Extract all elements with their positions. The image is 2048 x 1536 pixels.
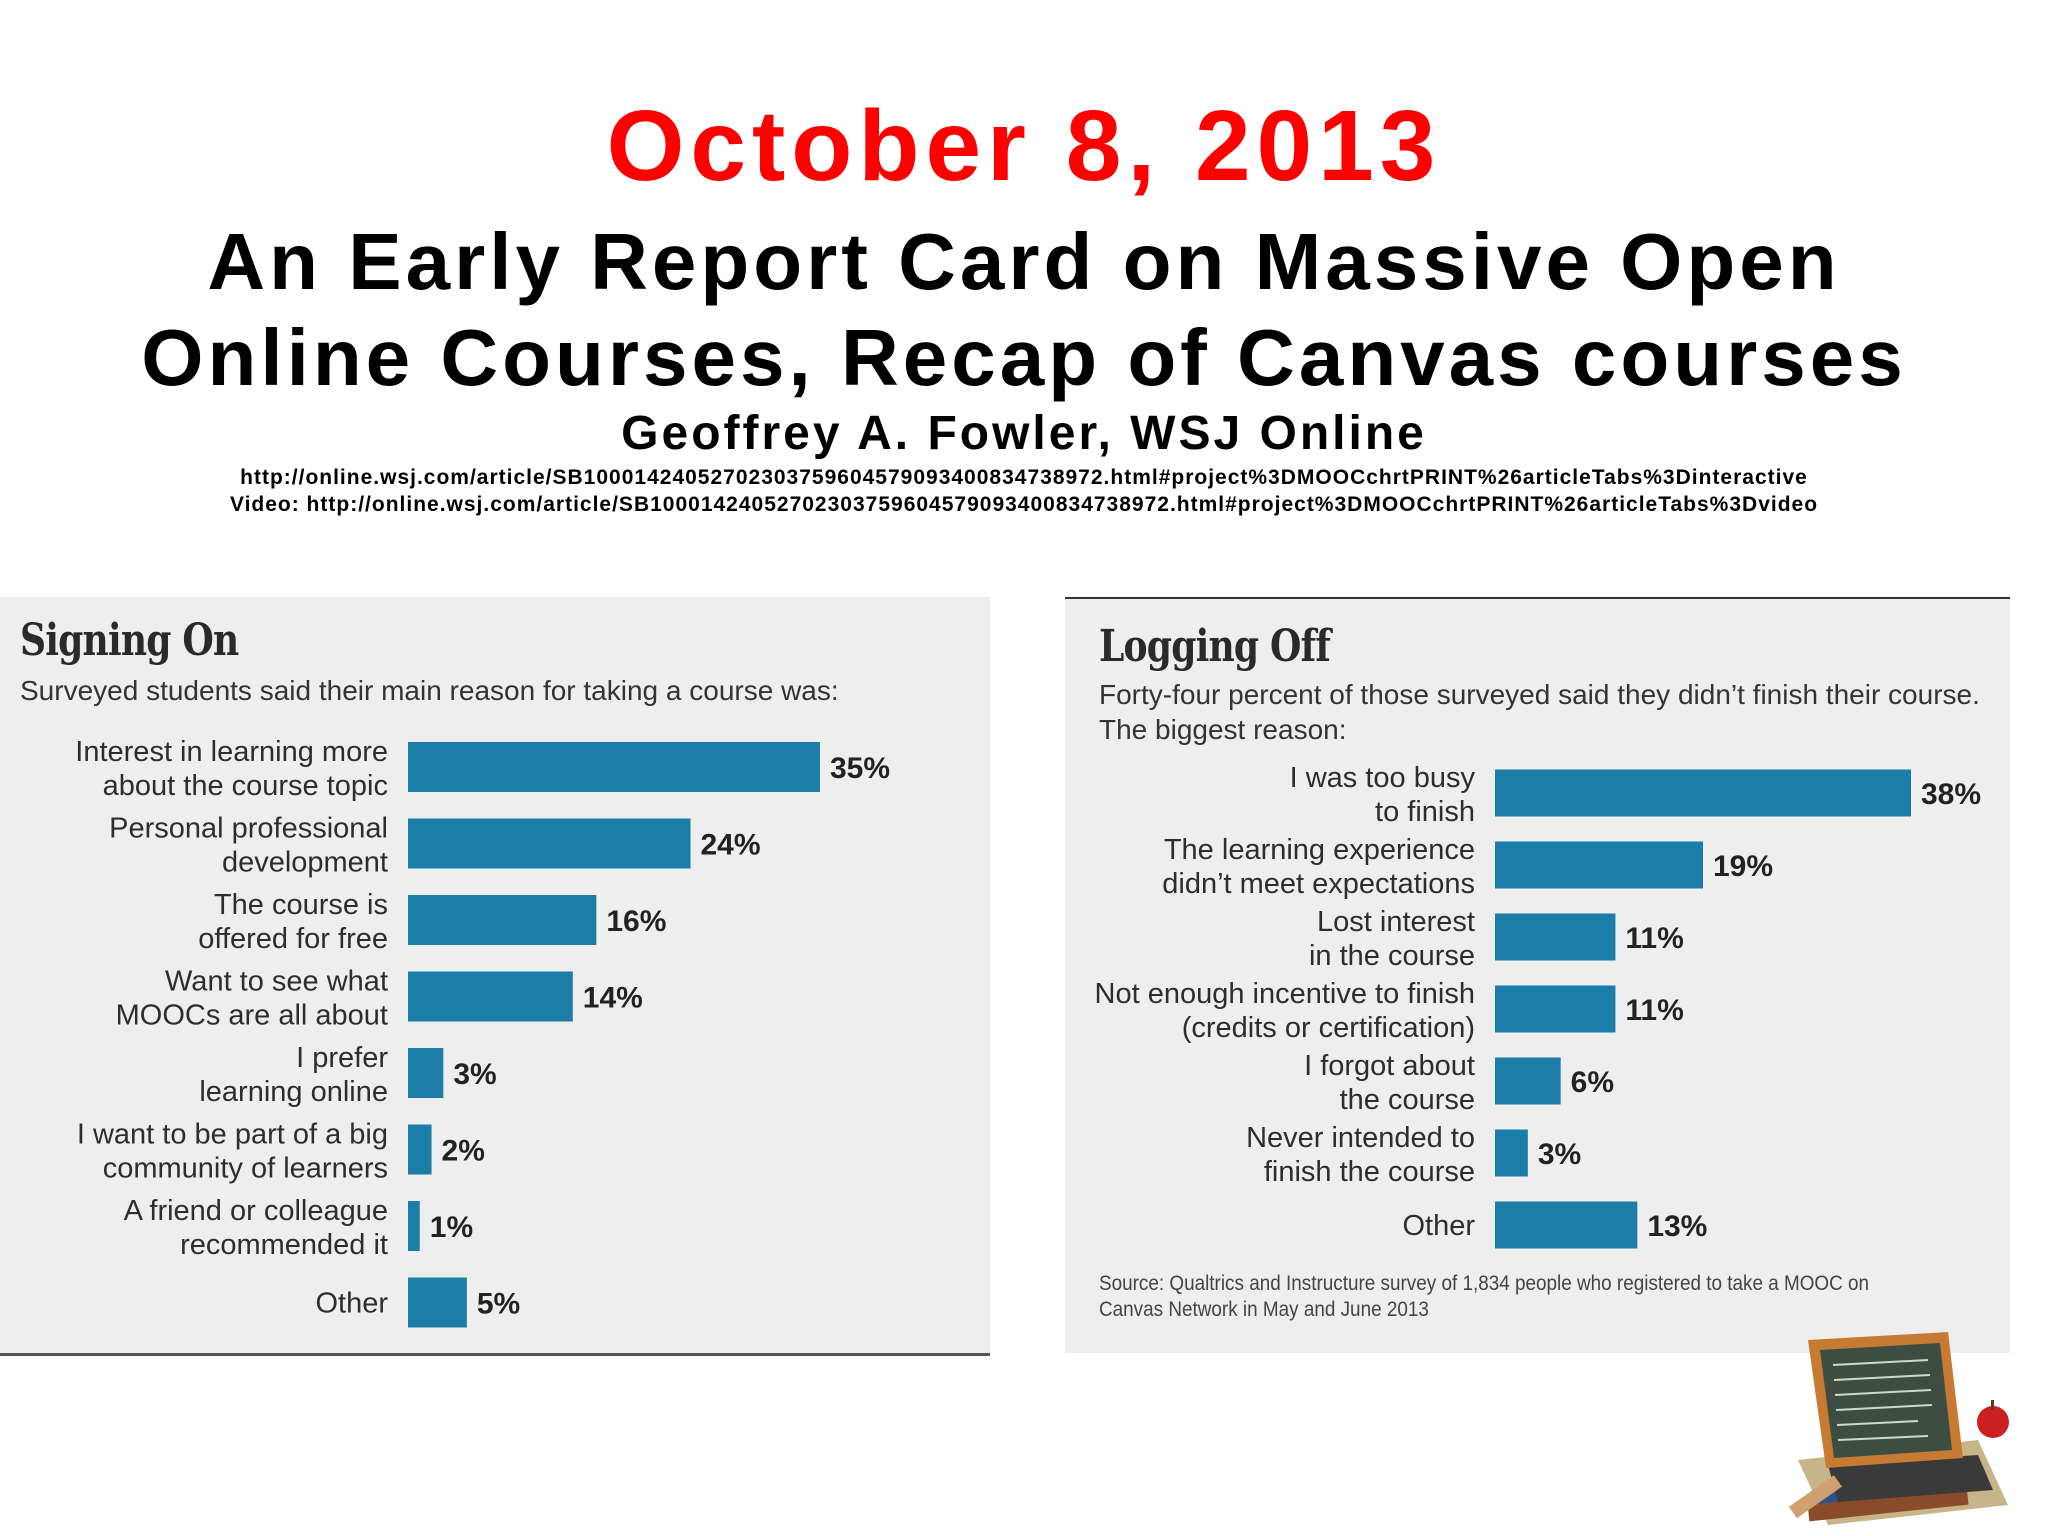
value-label: 3% xyxy=(453,1058,496,1091)
value-label: 2% xyxy=(442,1135,485,1168)
bar xyxy=(408,818,691,869)
laptop-books-clipart-icon xyxy=(1788,1332,2009,1525)
category-label: Other xyxy=(315,1288,388,1320)
bar xyxy=(408,742,820,792)
chart-subtitle: Surveyed students said their main reason… xyxy=(20,675,839,706)
category-label: I forgot about xyxy=(1304,1050,1475,1082)
bar xyxy=(408,895,597,945)
category-label: The learning experience xyxy=(1164,834,1475,866)
category-label: the course xyxy=(1340,1084,1475,1116)
bar xyxy=(408,971,573,1022)
chart-title: Signing On xyxy=(20,615,239,666)
bar xyxy=(1495,1201,1638,1249)
bar xyxy=(408,1201,420,1251)
value-label: 6% xyxy=(1571,1066,1614,1099)
category-label: Other xyxy=(1402,1210,1475,1242)
slide-date: October 8, 2013 xyxy=(606,90,1442,202)
category-label: MOOCs are all about xyxy=(116,1000,388,1032)
logging-off-panel: Logging Off Forty-four percent of those … xyxy=(1065,597,2010,1353)
bar xyxy=(1495,1129,1528,1177)
category-label: Personal professional xyxy=(109,813,388,845)
chart-subtitle-line-1: Forty-four percent of those surveyed sai… xyxy=(1099,679,1980,710)
signing-on-panel: Signing On Surveyed students said their … xyxy=(0,597,990,1356)
category-label: (credits or certification) xyxy=(1182,1012,1475,1044)
slide-title-line-2: Online Courses, Recap of Canvas courses xyxy=(141,313,1907,402)
chart-title: Logging Off xyxy=(1099,621,1331,672)
bar xyxy=(1495,841,1703,889)
value-label: 14% xyxy=(583,982,643,1015)
category-label: in the course xyxy=(1309,940,1475,972)
category-label: about the course topic xyxy=(103,770,388,802)
value-label: 11% xyxy=(1625,994,1683,1027)
value-label: 13% xyxy=(1647,1210,1707,1243)
category-label: A friend or colleague xyxy=(124,1195,388,1227)
value-label: 19% xyxy=(1713,850,1773,883)
chart-subtitle-line-2: The biggest reason: xyxy=(1099,714,1347,745)
category-label: Want to see what xyxy=(165,966,388,998)
slide-title-line-1: An Early Report Card on Massive Open xyxy=(207,217,1841,306)
bar xyxy=(408,1124,432,1175)
value-label: 1% xyxy=(430,1211,473,1244)
video-url[interactable]: Video: http://online.wsj.com/article/SB1… xyxy=(229,493,1819,516)
bar xyxy=(408,1277,467,1328)
value-label: 3% xyxy=(1538,1138,1581,1171)
category-label: community of learners xyxy=(103,1153,388,1185)
bar xyxy=(1495,913,1616,961)
category-label: recommended it xyxy=(180,1229,388,1261)
category-label: I want to be part of a big xyxy=(77,1119,388,1151)
value-label: 24% xyxy=(701,829,761,862)
category-label: Never intended to xyxy=(1246,1122,1475,1154)
bar xyxy=(1495,985,1616,1033)
value-label: 11% xyxy=(1625,922,1683,955)
category-label: didn’t meet expectations xyxy=(1162,868,1475,900)
author-credit: Geoffrey A. Fowler, WSJ Online xyxy=(621,407,1427,460)
category-label: to finish xyxy=(1375,796,1475,828)
category-label: learning online xyxy=(199,1076,388,1108)
category-label: I was too busy xyxy=(1290,762,1476,794)
category-label: Interest in learning more xyxy=(75,736,388,768)
value-label: 16% xyxy=(606,905,666,938)
category-label: Lost interest xyxy=(1317,906,1475,938)
category-label: offered for free xyxy=(198,923,388,955)
value-label: 38% xyxy=(1921,778,1981,811)
category-label: The course is xyxy=(214,889,388,921)
value-label: 35% xyxy=(830,752,890,785)
bar xyxy=(1495,1057,1561,1105)
value-label: 5% xyxy=(477,1288,520,1321)
article-url[interactable]: http://online.wsj.com/article/SB10001424… xyxy=(240,466,1808,489)
bar xyxy=(1495,769,1911,817)
category-label: development xyxy=(222,847,388,879)
source-note-line-2: Canvas Network in May and June 2013 xyxy=(1099,1298,1429,1321)
category-label: Not enough incentive to finish xyxy=(1095,978,1475,1010)
source-note-line-1: Source: Qualtrics and Instructure survey… xyxy=(1099,1272,1870,1295)
category-label: I prefer xyxy=(296,1042,388,1074)
bar xyxy=(408,1048,444,1098)
category-label: finish the course xyxy=(1264,1156,1475,1188)
